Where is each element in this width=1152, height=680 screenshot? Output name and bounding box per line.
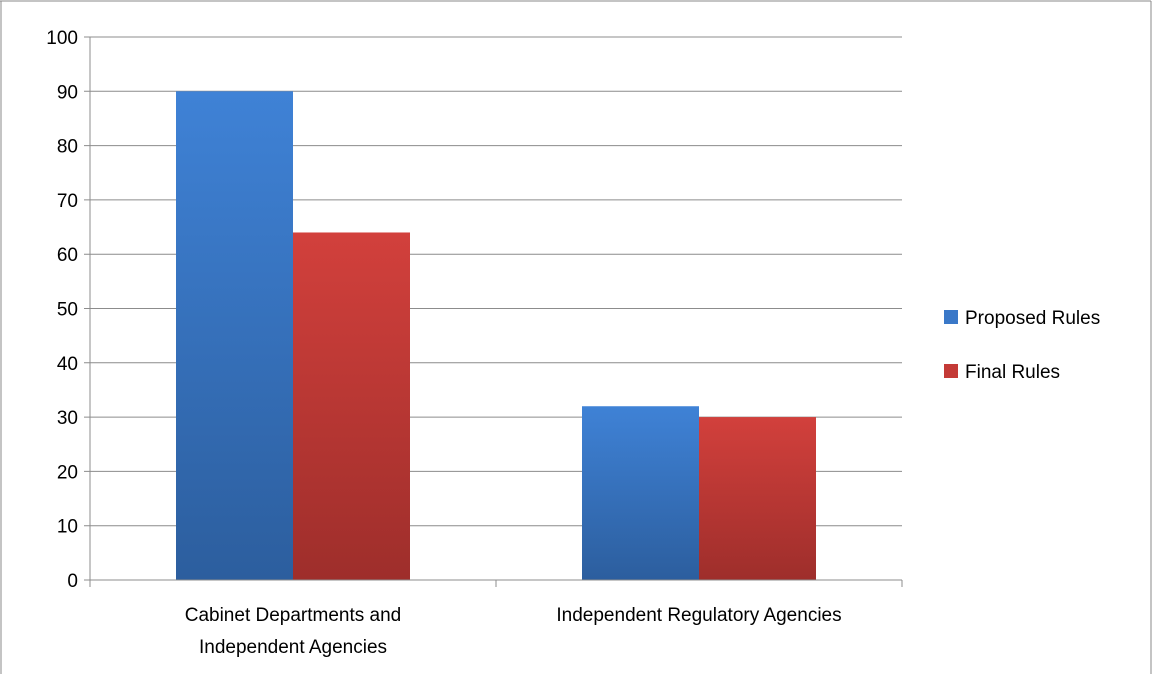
y-tick-label: 100 bbox=[46, 28, 78, 49]
x-tick-label: Independent Regulatory Agencies bbox=[556, 605, 841, 626]
y-tick-label: 40 bbox=[57, 354, 78, 375]
x-tick-label: Cabinet Departments and bbox=[185, 605, 402, 626]
legend-swatch-proposed bbox=[944, 310, 958, 324]
y-tick-label: 60 bbox=[57, 245, 78, 266]
x-tick-labels: Cabinet Departments and Independent Agenc… bbox=[185, 605, 842, 658]
y-tick-labels: 0 10 20 30 40 50 60 70 80 90 100 bbox=[46, 28, 78, 592]
y-tick-label: 90 bbox=[57, 82, 78, 103]
bar-final-1 bbox=[699, 417, 816, 580]
y-tick-label: 80 bbox=[57, 137, 78, 158]
y-tick-label: 0 bbox=[67, 571, 78, 592]
axes bbox=[84, 37, 903, 587]
bar-proposed-1 bbox=[582, 406, 699, 580]
y-tick-label: 30 bbox=[57, 408, 78, 429]
y-tick-label: 70 bbox=[57, 191, 78, 212]
legend: Proposed Rules Final Rules bbox=[944, 308, 1100, 383]
legend-label-final: Final Rules bbox=[965, 362, 1060, 383]
bars bbox=[176, 91, 816, 581]
y-tick-label: 10 bbox=[57, 517, 78, 538]
y-tick-label: 20 bbox=[57, 462, 78, 483]
legend-label-proposed: Proposed Rules bbox=[965, 308, 1100, 329]
y-tick-label: 50 bbox=[57, 300, 78, 321]
legend-swatch-final bbox=[944, 364, 958, 378]
bar-final-0 bbox=[293, 232, 410, 581]
x-tick-label: Independent Agencies bbox=[199, 637, 387, 658]
bar-proposed-0 bbox=[176, 91, 293, 581]
